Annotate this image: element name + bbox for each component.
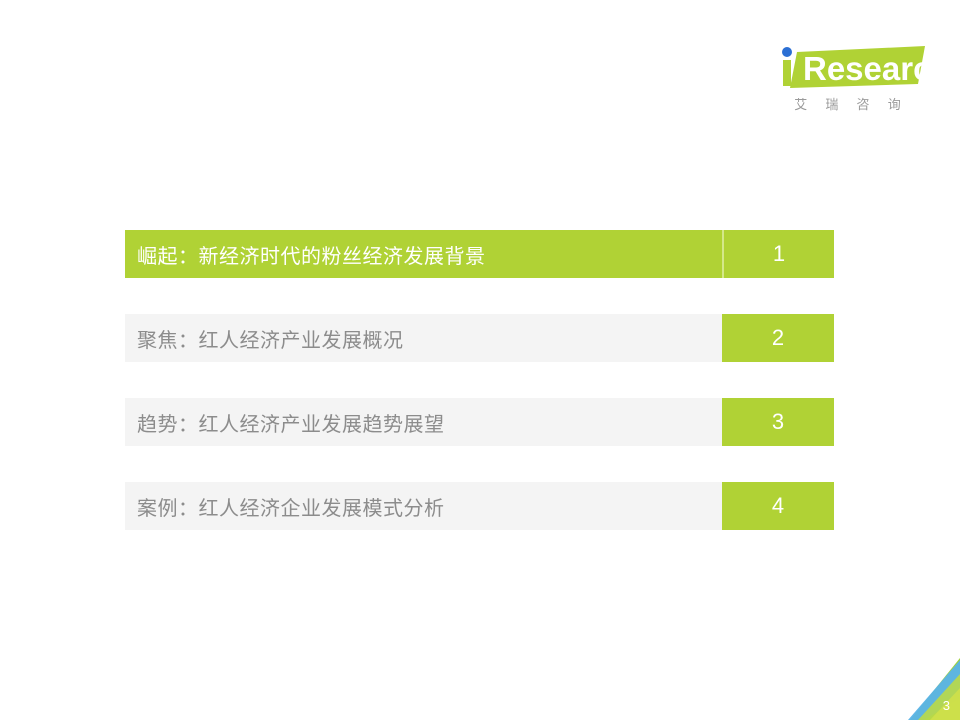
agenda-item-2[interactable]: 聚焦：红人经济产业发展概况 2: [125, 314, 834, 362]
corner-decoration: [904, 658, 960, 720]
agenda-item-2-label: 聚焦：红人经济产业发展概况: [125, 314, 722, 362]
logo-subtitle: 艾 瑞 咨 询: [794, 98, 908, 113]
agenda-item-1[interactable]: 崛起：新经济时代的粉丝经济发展背景 1: [125, 230, 834, 278]
logo-wordmark-text: Research: [803, 50, 925, 87]
agenda-item-4[interactable]: 案例：红人经济企业发展模式分析 4: [125, 482, 834, 530]
agenda-item-1-label: 崛起：新经济时代的粉丝经济发展背景: [125, 230, 722, 278]
page-number: 3: [942, 698, 950, 713]
agenda-item-3-label: 趋势：红人经济产业发展趋势展望: [125, 398, 722, 446]
corner-triangles-icon: [908, 658, 960, 720]
agenda-item-4-label: 案例：红人经济企业发展模式分析: [125, 482, 722, 530]
agenda-item-4-number: 4: [722, 482, 834, 530]
agenda-item-2-number: 2: [722, 314, 834, 362]
agenda-item-1-number: 1: [722, 230, 834, 278]
logo-mark: Research: [775, 44, 925, 90]
iresearch-logo: Research 艾 瑞 咨 询: [775, 44, 925, 116]
agenda-item-3-number: 3: [722, 398, 834, 446]
agenda-list: 崛起：新经济时代的粉丝经济发展背景 1 聚焦：红人经济产业发展概况 2 趋势：红…: [125, 230, 834, 530]
logo-parallelogram-icon: Research: [782, 46, 925, 88]
agenda-item-3[interactable]: 趋势：红人经济产业发展趋势展望 3: [125, 398, 834, 446]
